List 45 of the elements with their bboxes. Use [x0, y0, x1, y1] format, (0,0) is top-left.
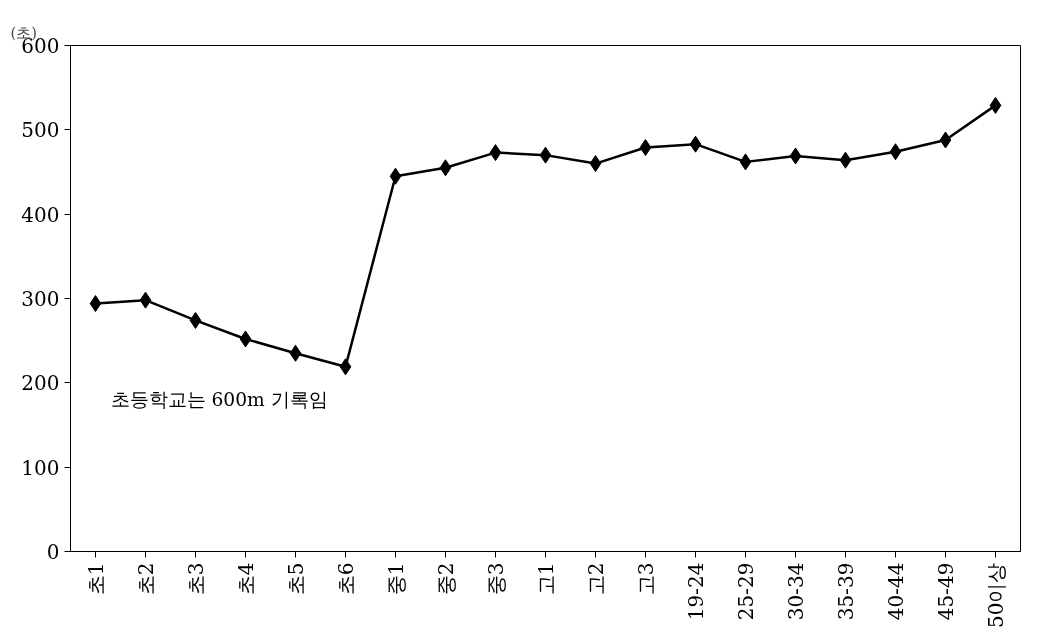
x-tick-label: 초1	[83, 562, 108, 596]
annotation: 초등학교는 600m 기록임	[110, 389, 328, 411]
point	[889, 143, 902, 161]
x-tick-label: 초5	[283, 562, 308, 596]
x-tick-label: 초6	[333, 562, 358, 596]
point	[189, 311, 202, 329]
y-tick-label: 100	[21, 455, 60, 480]
point	[539, 146, 552, 164]
x-tick-label: 25-29	[733, 562, 758, 621]
x-tick-label: 초2	[133, 562, 158, 596]
point	[439, 159, 452, 177]
x-tick-label: 고1	[533, 562, 558, 596]
point	[689, 135, 702, 153]
point	[589, 155, 602, 173]
point	[939, 131, 952, 149]
x-tick-label: 30-34	[783, 562, 808, 621]
point	[739, 153, 752, 171]
x-tick-label: 50이상	[983, 562, 1008, 628]
x-tick-label: 초3	[183, 562, 208, 596]
y-tick-label: 400	[21, 202, 60, 227]
point	[239, 330, 252, 348]
point	[139, 291, 152, 309]
x-tick-label: 초4	[233, 562, 258, 596]
point	[289, 344, 302, 362]
point	[639, 139, 652, 157]
x-tick-label: 고3	[633, 562, 658, 596]
y-tick-label: 200	[21, 371, 60, 396]
point	[989, 96, 1002, 114]
point	[789, 147, 802, 165]
point	[839, 151, 852, 169]
point	[89, 295, 102, 313]
x-tick-label: 45-49	[933, 562, 958, 621]
x-tick-label: 중2	[433, 562, 458, 596]
x-tick-label: 40-44	[883, 562, 908, 621]
point	[389, 167, 402, 185]
x-tick-label: 고2	[583, 562, 608, 596]
y-tick-label: 0	[46, 540, 60, 564]
y-tick-label: 500	[21, 118, 60, 143]
x-tick-label: 중1	[383, 562, 408, 596]
point	[339, 358, 352, 376]
x-tick-label: 19-24	[683, 562, 708, 621]
y-tick-label: 300	[21, 287, 60, 311]
x-tick-label: 35-39	[833, 562, 858, 621]
point	[489, 144, 502, 162]
x-tick-label: 중3	[483, 562, 508, 596]
